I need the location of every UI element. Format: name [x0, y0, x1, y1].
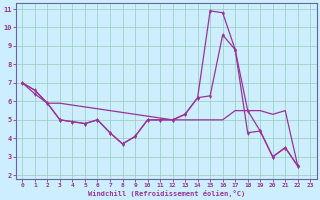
X-axis label: Windchill (Refroidissement éolien,°C): Windchill (Refroidissement éolien,°C)	[88, 190, 245, 197]
